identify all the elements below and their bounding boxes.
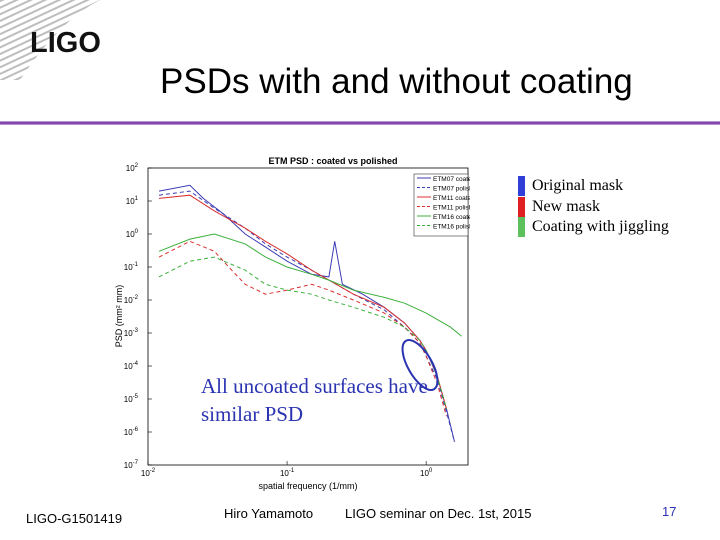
x-tick-label: 10-2 (141, 468, 156, 478)
highlight-ellipse (401, 339, 439, 391)
plot-frame (147, 167, 469, 466)
y-tick-label: 10-2 (124, 295, 139, 305)
legend-swatch-coating-jiggling (518, 217, 525, 237)
y-tick-label: 101 (126, 196, 139, 206)
series-line-5 (158, 233, 462, 337)
chart-title: ETM PSD : coated vs polished (268, 156, 397, 166)
footer-event: LIGO seminar on Dec. 1st, 2015 (345, 506, 532, 521)
y-tick-label: 10-3 (124, 328, 139, 338)
y-tick-label: 10-4 (124, 361, 139, 371)
legend-label-coating-jiggling: Coating with jiggling (532, 218, 669, 235)
title-divider (0, 121, 720, 125)
chart-legend-label: ETM16 polished (433, 224, 470, 231)
legend-label-new-mask: New mask (532, 198, 600, 215)
y-tick-label: 10-7 (124, 460, 139, 470)
annotation-text: All uncoated surfaces have similar PSD (201, 374, 428, 426)
y-tick-label: 10-1 (124, 262, 139, 272)
y-axis-label: PSD (mm² mm) (114, 285, 124, 348)
psd-chart: ETM PSD : coated vs polished 10210110010… (114, 156, 470, 491)
x-axis-label: spatial frequency (1/mm) (258, 481, 357, 491)
legend-label-original-mask: Original mask (532, 177, 624, 194)
series-line-6 (158, 256, 447, 410)
y-tick-label: 100 (126, 229, 139, 239)
chart-legend-label: ETM11 polished (433, 205, 470, 212)
legend-swatch-original-mask (518, 176, 525, 196)
svg-text:LIGO: LIGO (30, 27, 101, 59)
y-axis-ticks: 102 101 100 10-1 10-2 10-3 10-4 10-5 10-6 10-7 (124, 163, 152, 470)
ligo-logo: LIGO (0, 0, 101, 80)
y-tick-label: 102 (126, 163, 139, 173)
y-tick-label: 10-6 (124, 427, 139, 437)
x-tick-label: 10-1 (280, 468, 295, 478)
chart-legend-label: ETM11 coated (433, 195, 470, 202)
page-number: 17 (662, 504, 677, 519)
chart-legend-label: ETM16 coated (433, 214, 470, 221)
x-axis-ticks: 10-2 10-1 100 (141, 461, 433, 478)
footer-doc-id: LIGO-G1501419 (26, 511, 123, 526)
chart-legend: ETM07 coated ETM07 polished ETM11 coated ET… (413, 173, 470, 237)
legend-swatch-new-mask (518, 197, 525, 217)
footer-author: Hiro Yamamoto (224, 506, 314, 521)
x-tick-label: 100 (420, 468, 433, 478)
chart-legend-label: ETM07 polished (433, 186, 470, 193)
slide-title: PSDs with and without coating (160, 62, 633, 101)
y-tick-label: 10-5 (124, 394, 139, 404)
chart-legend-label: ETM07 coated (433, 176, 470, 183)
